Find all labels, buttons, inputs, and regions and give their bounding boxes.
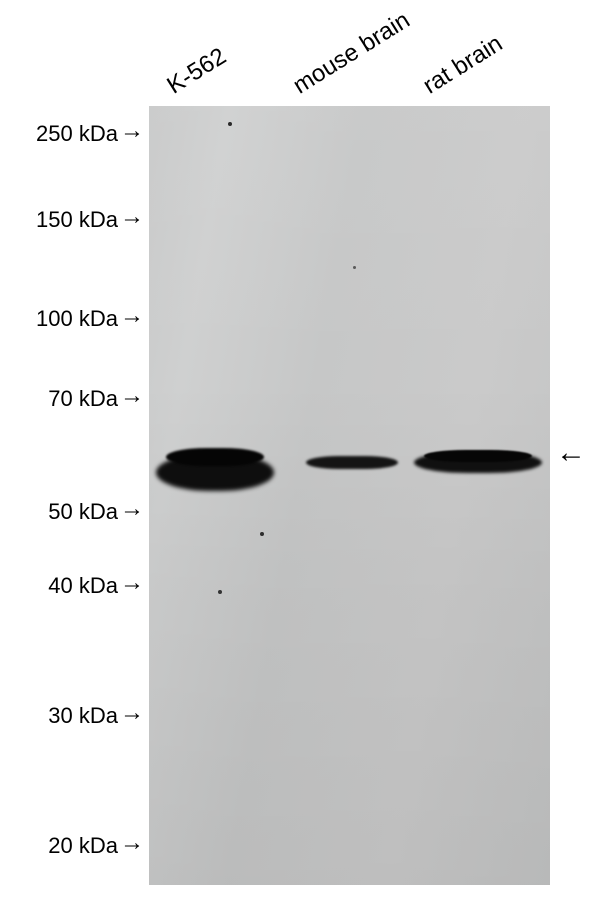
ladder-label: 50 kDa (48, 499, 118, 525)
lane-label: K-562 (162, 43, 231, 101)
ladder-arrow-icon: → (120, 384, 144, 408)
ladder-label: 30 kDa (48, 703, 118, 729)
ladder-arrow-icon: → (120, 119, 144, 143)
artifact-speck (260, 532, 264, 536)
ladder-label: 250 kDa (36, 121, 118, 147)
ladder-arrow-icon: → (120, 831, 144, 855)
ladder-arrow-icon: → (120, 497, 144, 521)
artifact-speck (218, 590, 222, 594)
protein-band (424, 450, 532, 462)
blot-shade-overlay (149, 106, 550, 885)
ladder-arrow-icon: → (120, 205, 144, 229)
protein-band (166, 448, 264, 466)
target-band-arrow: ← (556, 438, 586, 468)
ladder-arrow-icon: → (120, 571, 144, 595)
ladder-arrow-icon: → (120, 304, 144, 328)
ladder-label: 20 kDa (48, 833, 118, 859)
ladder-label: 40 kDa (48, 573, 118, 599)
ladder-label: 100 kDa (36, 306, 118, 332)
protein-band (306, 456, 398, 469)
artifact-speck (228, 122, 232, 126)
figure-canvas: WWW.PTGLAB.COM 250 kDa→150 kDa→100 kDa→7… (0, 0, 600, 903)
lane-label: mouse brain (288, 7, 415, 101)
artifact-speck (353, 266, 356, 269)
ladder-label: 150 kDa (36, 207, 118, 233)
ladder-label: 70 kDa (48, 386, 118, 412)
lane-label: rat brain (418, 30, 508, 100)
blot-membrane: WWW.PTGLAB.COM (149, 106, 550, 885)
ladder-arrow-icon: → (120, 701, 144, 725)
